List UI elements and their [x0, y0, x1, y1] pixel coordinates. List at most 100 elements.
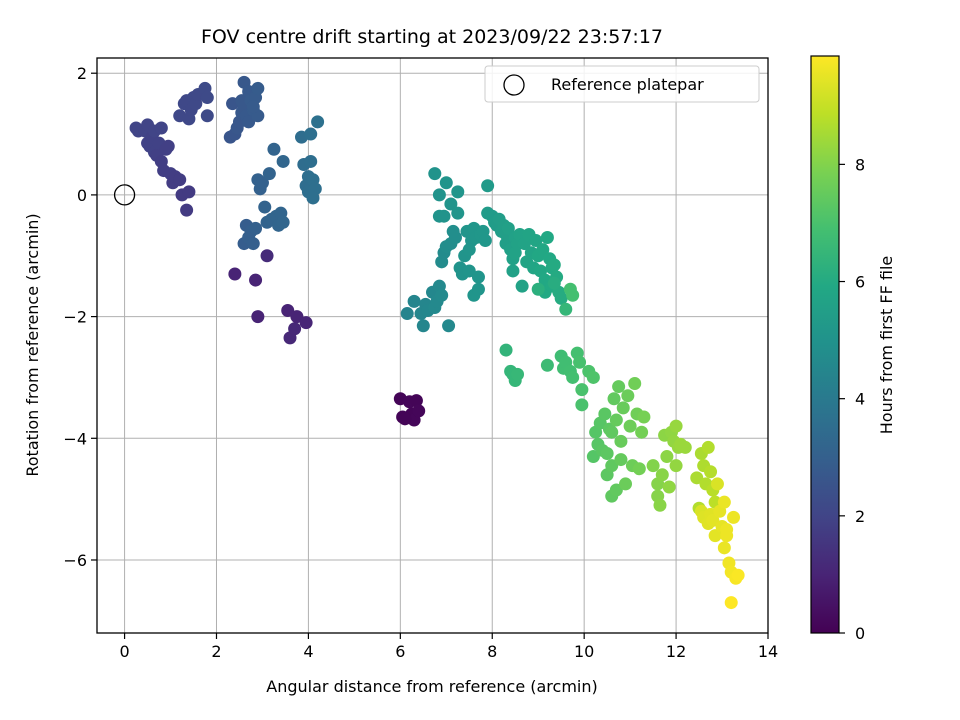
data-point	[400, 307, 414, 321]
data-point	[451, 206, 465, 220]
data-point	[575, 398, 589, 412]
colorbar-tick-label: 2	[855, 507, 865, 526]
data-point	[655, 468, 669, 482]
data-point	[669, 419, 683, 433]
data-points	[113, 75, 745, 610]
data-point	[720, 529, 734, 543]
data-point	[481, 179, 495, 193]
legend-marker-open-circle	[503, 74, 525, 96]
x-tick-label: 12	[666, 642, 686, 661]
data-point	[442, 319, 456, 333]
data-point	[609, 413, 623, 427]
data-point	[412, 404, 426, 418]
data-point	[637, 410, 651, 424]
data-point	[200, 91, 214, 105]
colorbar-tick-label: 0	[855, 624, 865, 643]
y-tick-label: −6	[63, 551, 87, 570]
data-point	[717, 495, 731, 509]
data-point	[428, 167, 442, 181]
data-point	[501, 221, 515, 235]
data-point	[462, 264, 476, 278]
data-point	[246, 237, 260, 251]
colorbar-tick-label: 4	[855, 390, 865, 409]
data-point	[276, 154, 290, 168]
data-point	[566, 288, 580, 302]
data-point	[621, 389, 635, 403]
data-point	[600, 447, 614, 461]
data-point	[710, 477, 724, 491]
data-point	[251, 81, 265, 95]
data-point	[299, 316, 313, 330]
data-point	[536, 243, 550, 257]
x-tick-label: 8	[487, 642, 497, 661]
data-point	[628, 377, 642, 391]
data-point	[529, 234, 543, 248]
data-point	[669, 459, 683, 473]
data-point	[437, 209, 451, 223]
data-point	[614, 434, 628, 448]
legend-box	[484, 65, 760, 103]
data-point	[267, 142, 281, 156]
data-point	[471, 282, 485, 296]
data-point	[619, 477, 633, 491]
x-axis-label: Angular distance from reference (arcmin)	[266, 677, 597, 696]
data-point	[290, 310, 304, 324]
data-point	[409, 394, 423, 408]
axes-frame	[96, 57, 769, 634]
axis-ticks: 0 2 4 6 8 10 12 14 −6 −4 −2 0 2	[63, 64, 778, 661]
data-point	[635, 425, 649, 439]
y-tick-label: 2	[77, 64, 87, 83]
x-tick-label: 4	[303, 642, 313, 661]
data-point	[612, 380, 626, 394]
data-point	[704, 465, 718, 479]
data-point	[540, 230, 554, 244]
data-point	[632, 462, 646, 476]
data-point	[515, 279, 529, 293]
chart-title: FOV centre drift starting at 2023/09/22 …	[201, 26, 663, 48]
data-point	[554, 291, 568, 305]
colorbar-tick-label: 8	[855, 155, 865, 174]
data-point	[598, 407, 612, 421]
data-point	[547, 258, 561, 272]
x-tick-label: 6	[395, 642, 405, 661]
data-point	[471, 270, 485, 284]
data-point	[451, 185, 465, 199]
data-point	[311, 115, 325, 129]
data-point	[462, 243, 476, 257]
data-point	[607, 392, 621, 406]
data-point	[506, 264, 520, 278]
reference-platepar-marker	[113, 184, 136, 206]
colorbar: 0 2 4 6 8 Hours from first FF file	[810, 55, 896, 643]
data-point	[255, 176, 269, 190]
data-point	[706, 513, 720, 527]
data-point	[540, 358, 554, 372]
data-point	[251, 310, 265, 324]
colorbar-label: Hours from first FF file	[877, 256, 896, 435]
data-point	[575, 383, 589, 397]
y-axis-label: Rotation from reference (arcmin)	[23, 213, 42, 476]
data-point	[708, 529, 722, 543]
data-point	[646, 459, 660, 473]
data-point	[605, 425, 619, 439]
data-point	[249, 221, 263, 235]
data-point	[182, 185, 196, 199]
data-point	[281, 304, 295, 318]
data-point	[586, 450, 600, 464]
x-tick-label: 10	[574, 642, 594, 661]
data-point	[439, 176, 453, 190]
data-point	[306, 191, 320, 205]
data-point	[586, 370, 600, 384]
data-point	[724, 596, 738, 610]
data-point	[731, 568, 745, 582]
data-point	[566, 370, 580, 384]
y-tick-label: −2	[63, 308, 87, 327]
data-point	[200, 109, 214, 123]
data-point	[623, 419, 637, 433]
y-tick-label: −4	[63, 429, 87, 448]
data-point	[701, 440, 715, 454]
data-point	[614, 453, 628, 467]
data-point	[249, 273, 263, 287]
data-point	[262, 167, 276, 181]
data-point	[246, 100, 260, 114]
